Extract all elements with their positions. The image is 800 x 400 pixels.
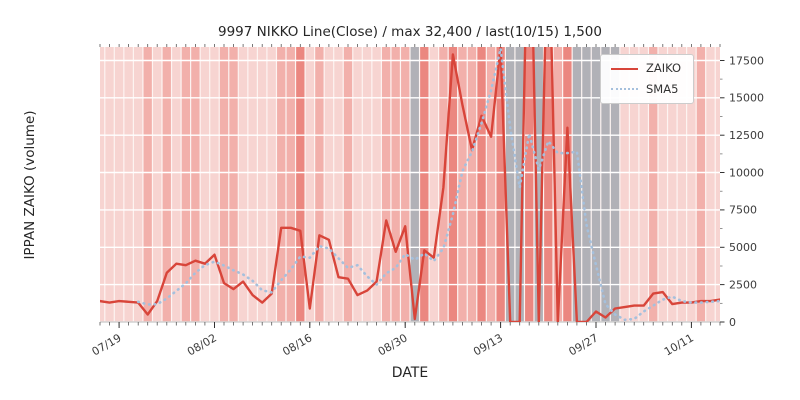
svg-text:15000: 15000 xyxy=(729,92,764,105)
legend-item-zaiko: ZAIKO xyxy=(611,61,682,75)
svg-text:09/13: 09/13 xyxy=(471,331,505,358)
x-axis-label: DATE xyxy=(391,365,429,381)
y-axis-label: IPPAN ZAIKO (volume) xyxy=(22,110,38,260)
svg-text:07/19: 07/19 xyxy=(90,331,124,358)
legend-swatch-zaiko xyxy=(611,67,638,70)
legend-label-sma5: SMA5 xyxy=(646,81,679,96)
svg-text:12500: 12500 xyxy=(729,129,764,142)
legend-swatch-sma5 xyxy=(611,88,638,91)
svg-text:7500: 7500 xyxy=(729,204,757,217)
svg-text:08/02: 08/02 xyxy=(185,331,219,358)
legend: ZAIKO SMA5 xyxy=(600,54,695,104)
legend-label-zaiko: ZAIKO xyxy=(646,61,682,75)
svg-text:0: 0 xyxy=(729,316,736,329)
svg-text:09/27: 09/27 xyxy=(567,331,601,358)
svg-text:5000: 5000 xyxy=(729,241,757,254)
legend-item-sma5: SMA5 xyxy=(611,81,681,96)
svg-text:2500: 2500 xyxy=(729,278,757,291)
svg-text:10000: 10000 xyxy=(729,166,764,179)
chart-title: 9997 NIKKO Line(Close) / max 32,400 / la… xyxy=(218,24,602,40)
svg-text:10/11: 10/11 xyxy=(662,331,696,358)
svg-text:17500: 17500 xyxy=(729,54,764,67)
svg-text:08/30: 08/30 xyxy=(376,331,410,358)
svg-text:08/16: 08/16 xyxy=(280,331,314,358)
